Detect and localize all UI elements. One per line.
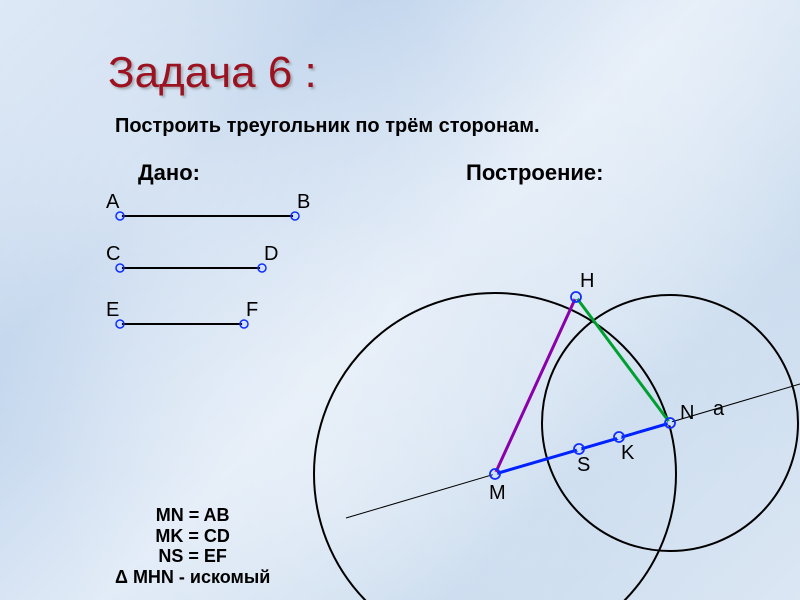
svg-text:K: K: [621, 442, 635, 464]
problem-subtitle: Построить треугольник по трём сторонам.: [115, 115, 540, 138]
result-block: MN = AB MK = CD NS = EF Δ MHN - искомый: [115, 505, 270, 588]
svg-text:B: B: [297, 191, 310, 213]
edge-nh: [576, 297, 670, 423]
construction-points: M S K N H: [489, 270, 694, 504]
svg-text:F: F: [246, 299, 258, 321]
result-line: MN = AB: [115, 505, 270, 526]
segment-cd: C D: [106, 243, 278, 272]
svg-text:A: A: [106, 191, 120, 213]
svg-text:D: D: [264, 243, 278, 265]
segment-ef: E F: [106, 299, 258, 328]
svg-text:S: S: [577, 454, 590, 476]
svg-text:C: C: [106, 243, 120, 265]
arc-circle-2: [542, 295, 798, 551]
svg-text:H: H: [580, 270, 594, 292]
label-a: a: [713, 398, 725, 420]
svg-text:M: M: [489, 482, 506, 504]
svg-text:E: E: [106, 299, 119, 321]
arc-circle-1: [314, 293, 676, 600]
segment-ab: A B: [106, 191, 310, 220]
problem-title: Задача 6 :: [108, 48, 317, 98]
line-a: [346, 384, 800, 518]
construction-label: Построение:: [466, 160, 603, 186]
result-line: NS = EF: [115, 546, 270, 567]
edge-mn: [495, 423, 670, 474]
result-line: Δ MHN - искомый: [115, 567, 270, 588]
result-line: MK = CD: [115, 526, 270, 547]
given-label: Дано:: [138, 160, 200, 186]
edge-mh: [495, 297, 576, 474]
svg-text:N: N: [680, 402, 694, 424]
